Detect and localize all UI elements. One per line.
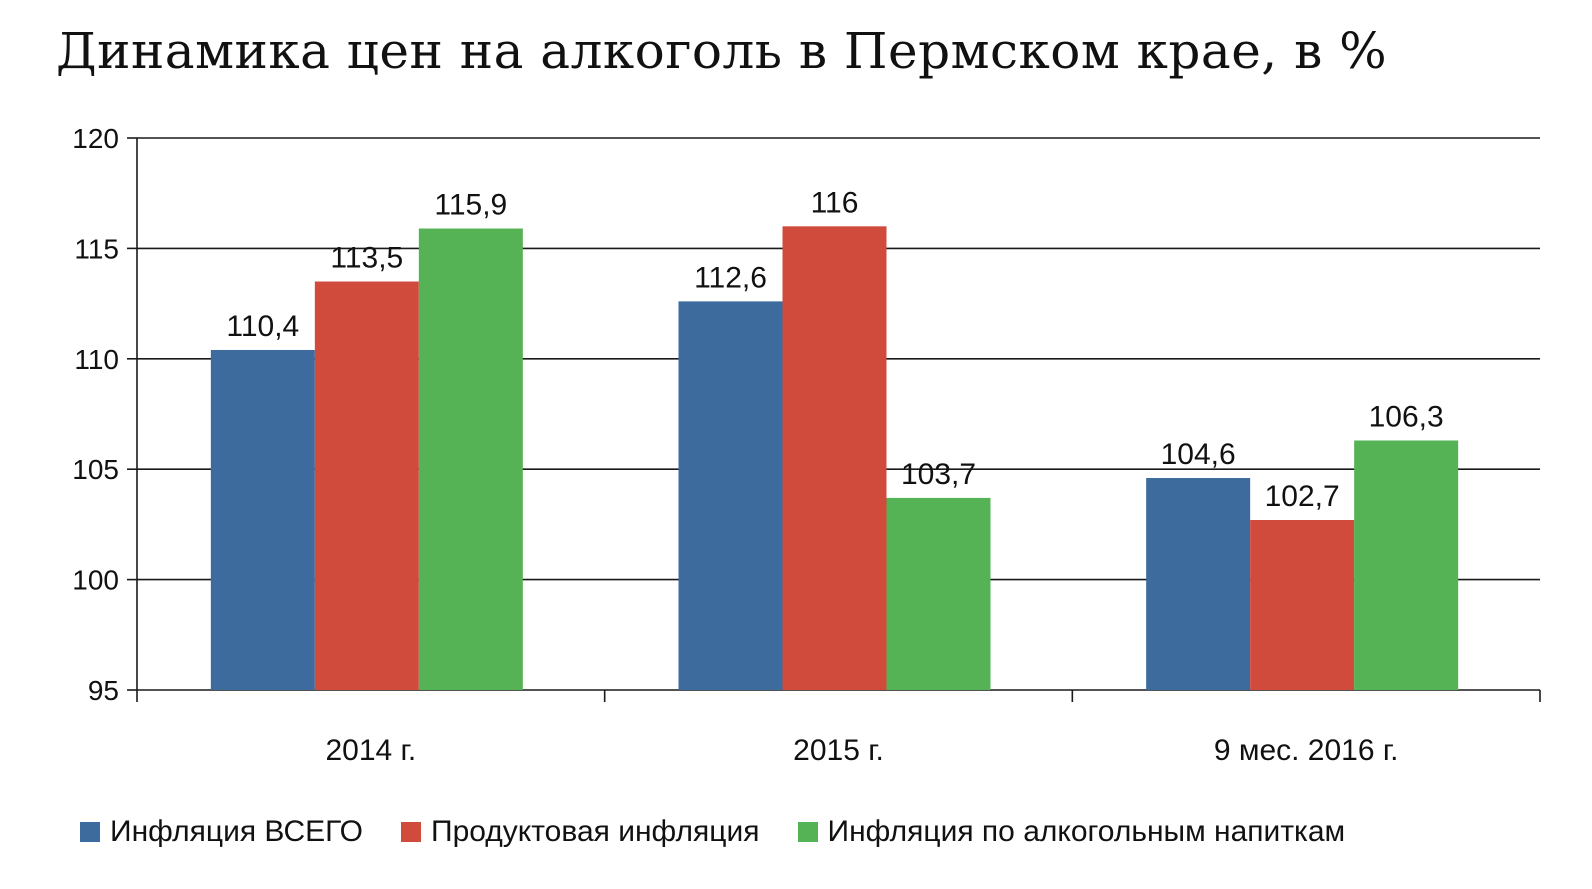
bar [1354, 440, 1459, 690]
data-label: 112,6 [694, 261, 767, 294]
data-label: 116 [811, 186, 859, 219]
bar [1250, 519, 1355, 690]
data-label: 113,5 [330, 242, 403, 275]
y-tick-label: 110 [74, 344, 119, 375]
y-tick-label: 95 [88, 675, 119, 706]
legend-swatch [80, 822, 100, 842]
chart-title: Динамика цен на алкоголь в Пермском крае… [56, 22, 1388, 80]
bar [314, 281, 419, 690]
y-tick-label: 115 [74, 233, 119, 264]
legend-swatch [401, 822, 422, 842]
x-category-label: 2015 г. [793, 734, 884, 767]
legend-swatch [797, 822, 818, 842]
bar-chart: 95 100 105 110 115 120 110,4 113,5 115,9 2014 г. 1… [72, 123, 1541, 767]
bar [1146, 478, 1251, 690]
y-tick-label: 120 [72, 123, 119, 154]
bar [678, 301, 783, 690]
y-tick-label: 105 [72, 454, 119, 485]
legend: Инфляция ВСЕГО Продуктовая инфляция Инфляц… [80, 812, 1383, 852]
legend-label: Инфляция ВСЕГО [110, 815, 364, 848]
data-label: 110,4 [226, 310, 299, 343]
x-category-label: 9 мес. 2016 г. [1214, 734, 1399, 767]
data-label: 115,9 [434, 189, 507, 222]
data-label: 104,6 [1161, 438, 1236, 471]
bar [886, 497, 991, 690]
legend-label: Инфляция по алкогольным напиткам [827, 815, 1346, 848]
legend-item: Инфляция по алкогольным напиткам [797, 815, 1346, 849]
legend-item: Продуктовая инфляция [401, 815, 760, 849]
y-tick-label: 100 [72, 565, 119, 596]
bar [210, 349, 315, 690]
bar [782, 226, 887, 690]
data-label: 106,3 [1369, 400, 1444, 433]
legend-item: Инфляция ВСЕГО [80, 815, 363, 849]
data-label: 102,7 [1265, 480, 1340, 513]
legend-label: Продуктовая инфляция [431, 815, 760, 848]
bar [418, 228, 523, 690]
x-category-label: 2014 г. [325, 734, 416, 767]
data-label: 103,7 [901, 458, 976, 491]
